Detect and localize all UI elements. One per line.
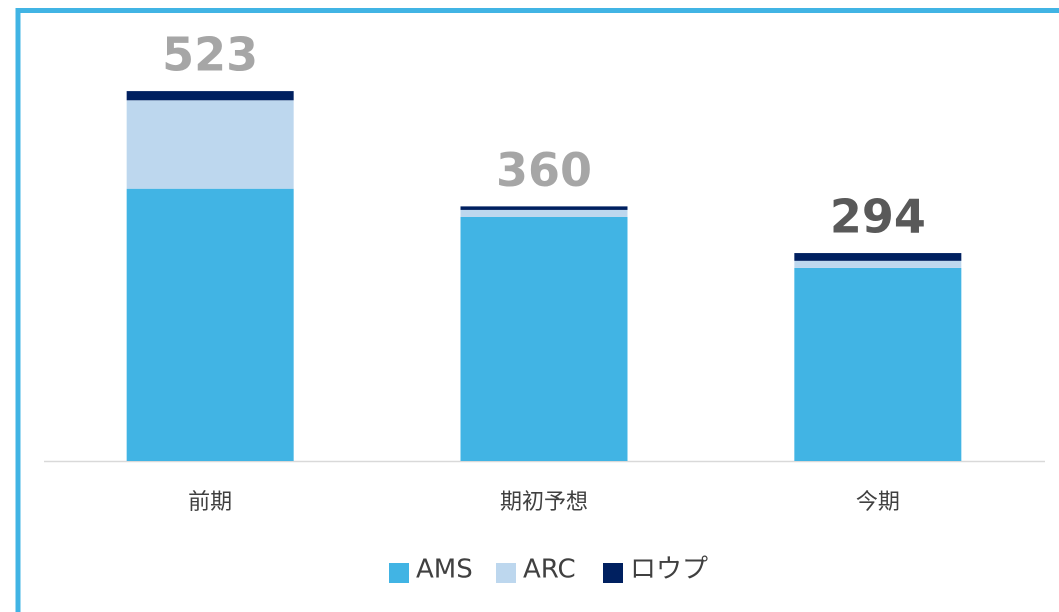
legend-swatch bbox=[496, 563, 516, 583]
legend-label: ARC bbox=[523, 555, 576, 585]
bar-segment bbox=[460, 206, 628, 210]
legend-swatch bbox=[389, 563, 409, 583]
frame bbox=[15, 8, 1059, 612]
bar-segment bbox=[794, 260, 962, 268]
bar-segment bbox=[126, 188, 294, 461]
legend-label: AMS bbox=[416, 555, 473, 585]
x-tick-label: 今期 bbox=[856, 490, 900, 515]
bar-segment bbox=[126, 100, 294, 189]
legend-swatch bbox=[603, 563, 623, 583]
total-label: 360 bbox=[496, 143, 592, 197]
bar-segment bbox=[126, 91, 294, 101]
x-tick-label: 期初予想 bbox=[500, 490, 588, 515]
total-label: 523 bbox=[162, 28, 258, 82]
x-tick-label: 前期 bbox=[188, 490, 232, 515]
bar-segment bbox=[460, 216, 628, 461]
total-label: 294 bbox=[830, 190, 926, 244]
bar-segment bbox=[794, 267, 962, 461]
bar-segment bbox=[460, 209, 628, 217]
legend-label: ロウプ bbox=[630, 555, 708, 585]
bar-segment bbox=[794, 253, 962, 261]
